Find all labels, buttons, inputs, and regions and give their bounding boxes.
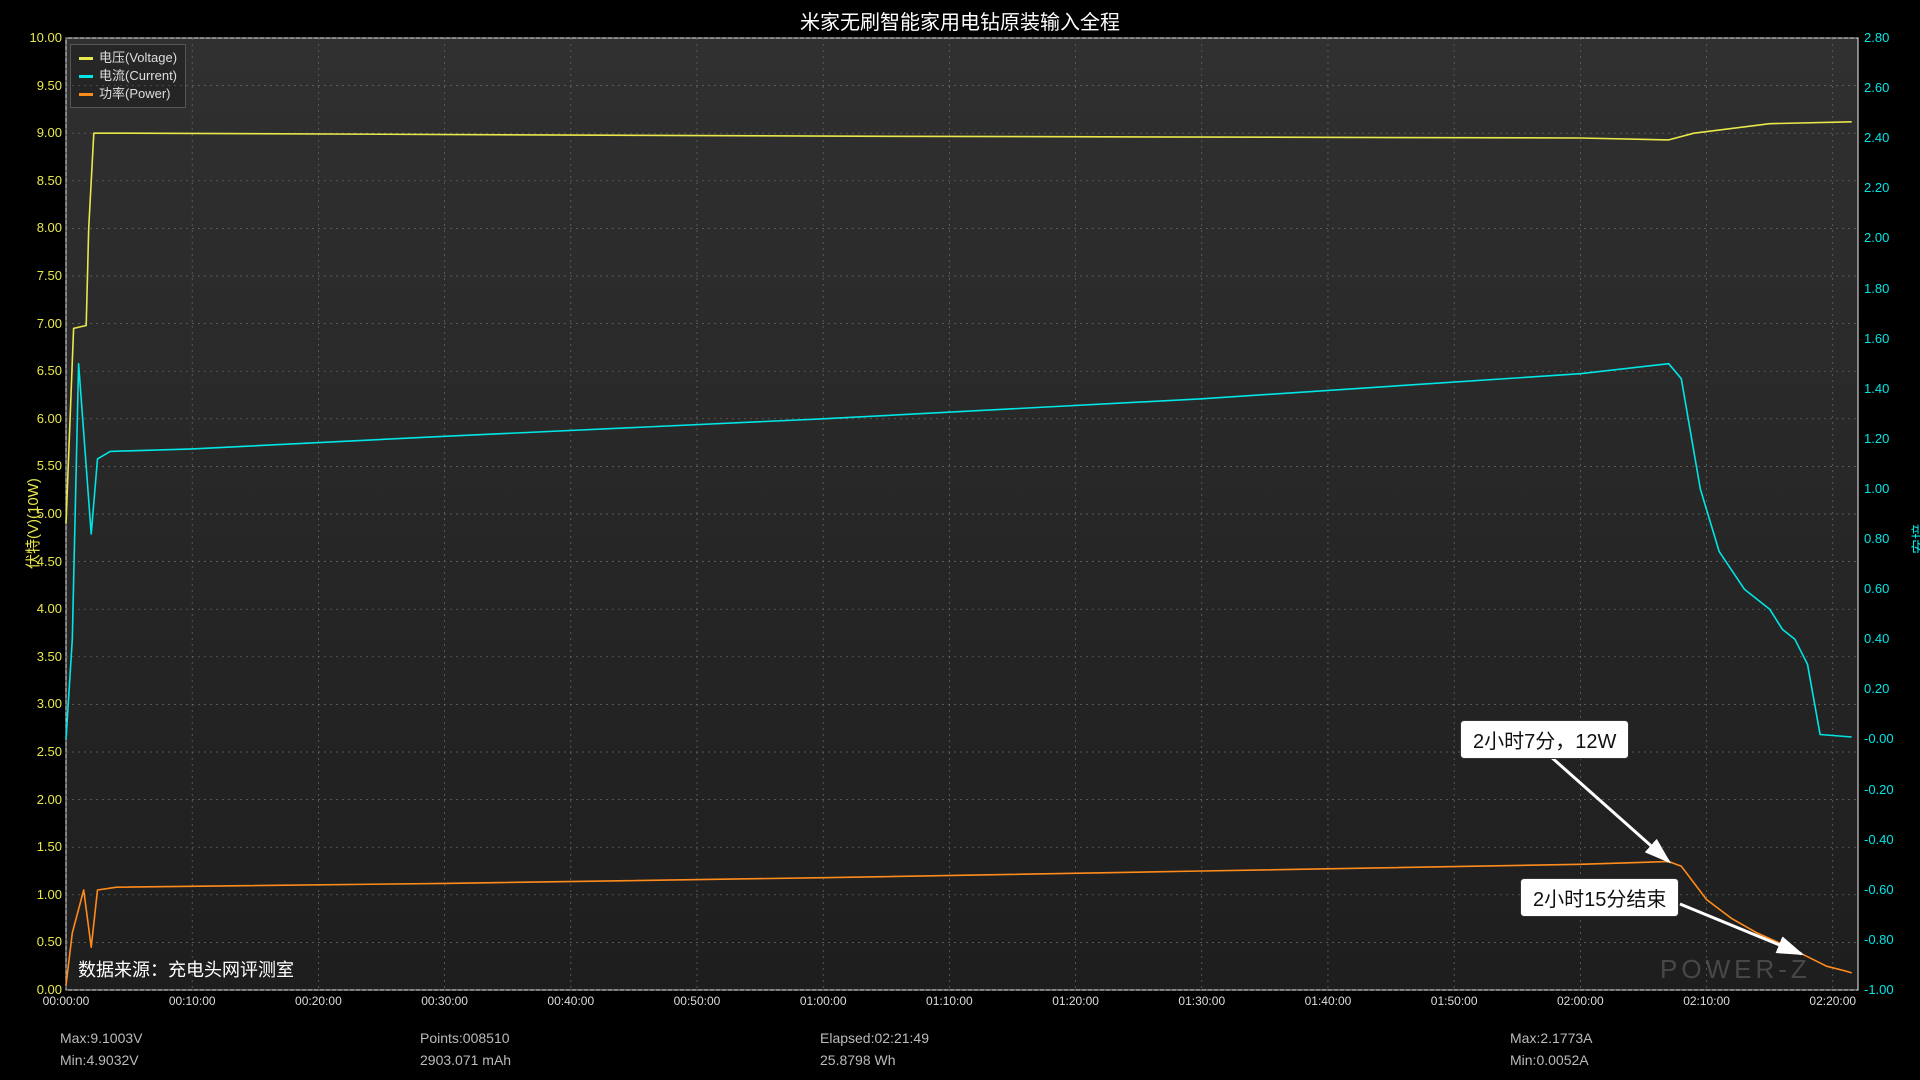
- legend-swatch: [79, 93, 93, 96]
- y-left-tick: 7.50: [14, 268, 62, 283]
- y-right-tick: -0.60: [1864, 882, 1920, 897]
- y-left-tick: 6.00: [14, 411, 62, 426]
- status-cell: Points:008510: [420, 1030, 510, 1046]
- y-left-tick: 9.50: [14, 78, 62, 93]
- y-right-tick: 2.40: [1864, 130, 1920, 145]
- legend-item: 电压(Voltage): [79, 49, 177, 67]
- y-right-tick: 2.80: [1864, 30, 1920, 45]
- annotation-box: 2小时7分，12W: [1460, 720, 1629, 759]
- status-cell: Min:0.0052A: [1510, 1052, 1589, 1068]
- y-left-tick: 6.50: [14, 363, 62, 378]
- y-left-tick: 8.50: [14, 173, 62, 188]
- y-left-tick: 5.50: [14, 458, 62, 473]
- y-right-tick: 1.40: [1864, 381, 1920, 396]
- x-tick: 02:20:00: [1809, 994, 1856, 1008]
- x-tick: 01:50:00: [1431, 994, 1478, 1008]
- y-left-tick: 4.00: [14, 601, 62, 616]
- x-tick: 01:40:00: [1305, 994, 1352, 1008]
- y-right-tick: 2.00: [1864, 230, 1920, 245]
- status-cell: Min:4.9032V: [60, 1052, 139, 1068]
- y-left-tick: 7.00: [14, 316, 62, 331]
- y-right-tick: 0.40: [1864, 631, 1920, 646]
- annotation-box: 2小时15分结束: [1520, 878, 1679, 917]
- y-right-tick: 0.20: [1864, 681, 1920, 696]
- x-tick: 00:50:00: [674, 994, 721, 1008]
- x-tick: 00:30:00: [421, 994, 468, 1008]
- x-tick: 00:40:00: [547, 994, 594, 1008]
- y-right-tick: 1.00: [1864, 481, 1920, 496]
- source-note: 数据来源：充电头网评测室: [78, 956, 294, 982]
- x-tick: 01:00:00: [800, 994, 847, 1008]
- legend-label: 电流(Current): [99, 67, 177, 85]
- legend-item: 电流(Current): [79, 67, 177, 85]
- y-right-tick: 1.20: [1864, 431, 1920, 446]
- chart-svg: [0, 0, 1920, 1080]
- y-right-tick: 2.60: [1864, 80, 1920, 95]
- y-left-tick: 8.00: [14, 220, 62, 235]
- y-left-tick: 1.00: [14, 887, 62, 902]
- y-right-tick: -0.00: [1864, 731, 1920, 746]
- y-left-tick: 2.50: [14, 744, 62, 759]
- status-cell: Elapsed:02:21:49: [820, 1030, 929, 1046]
- y-left-tick: 10.00: [14, 30, 62, 45]
- y-right-tick: -0.80: [1864, 932, 1920, 947]
- legend-item: 功率(Power): [79, 85, 177, 103]
- x-tick: 01:20:00: [1052, 994, 1099, 1008]
- x-tick: 00:10:00: [169, 994, 216, 1008]
- y-right-tick: 0.80: [1864, 531, 1920, 546]
- y-left-tick: 9.00: [14, 125, 62, 140]
- y-left-tick: 5.00: [14, 506, 62, 521]
- y-right-tick: -0.20: [1864, 782, 1920, 797]
- y-right-tick: 1.60: [1864, 331, 1920, 346]
- x-tick: 00:00:00: [43, 994, 90, 1008]
- y-left-tick: 4.50: [14, 554, 62, 569]
- y-right-tick: -1.00: [1864, 982, 1920, 997]
- x-tick: 01:30:00: [1178, 994, 1225, 1008]
- x-tick: 02:00:00: [1557, 994, 1604, 1008]
- legend-swatch: [79, 75, 93, 78]
- y-left-tick: 0.50: [14, 934, 62, 949]
- y-left-tick: 3.50: [14, 649, 62, 664]
- status-cell: Max:9.1003V: [60, 1030, 143, 1046]
- y-left-tick: 1.50: [14, 839, 62, 854]
- legend: 电压(Voltage)电流(Current)功率(Power): [70, 44, 186, 108]
- y-right-tick: 2.20: [1864, 180, 1920, 195]
- y-right-tick: 1.80: [1864, 281, 1920, 296]
- y-right-tick: -0.40: [1864, 832, 1920, 847]
- legend-swatch: [79, 57, 93, 60]
- y-right-tick: 0.60: [1864, 581, 1920, 596]
- legend-label: 功率(Power): [99, 85, 171, 103]
- status-cell: Max:2.1773A: [1510, 1030, 1593, 1046]
- y-left-tick: 2.00: [14, 792, 62, 807]
- legend-label: 电压(Voltage): [99, 49, 177, 67]
- x-tick: 00:20:00: [295, 994, 342, 1008]
- x-tick: 01:10:00: [926, 994, 973, 1008]
- status-cell: 25.8798 Wh: [820, 1052, 896, 1068]
- x-tick: 02:10:00: [1683, 994, 1730, 1008]
- status-cell: 2903.071 mAh: [420, 1052, 511, 1068]
- watermark: POWER-Z: [1660, 954, 1811, 985]
- y-left-tick: 3.00: [14, 696, 62, 711]
